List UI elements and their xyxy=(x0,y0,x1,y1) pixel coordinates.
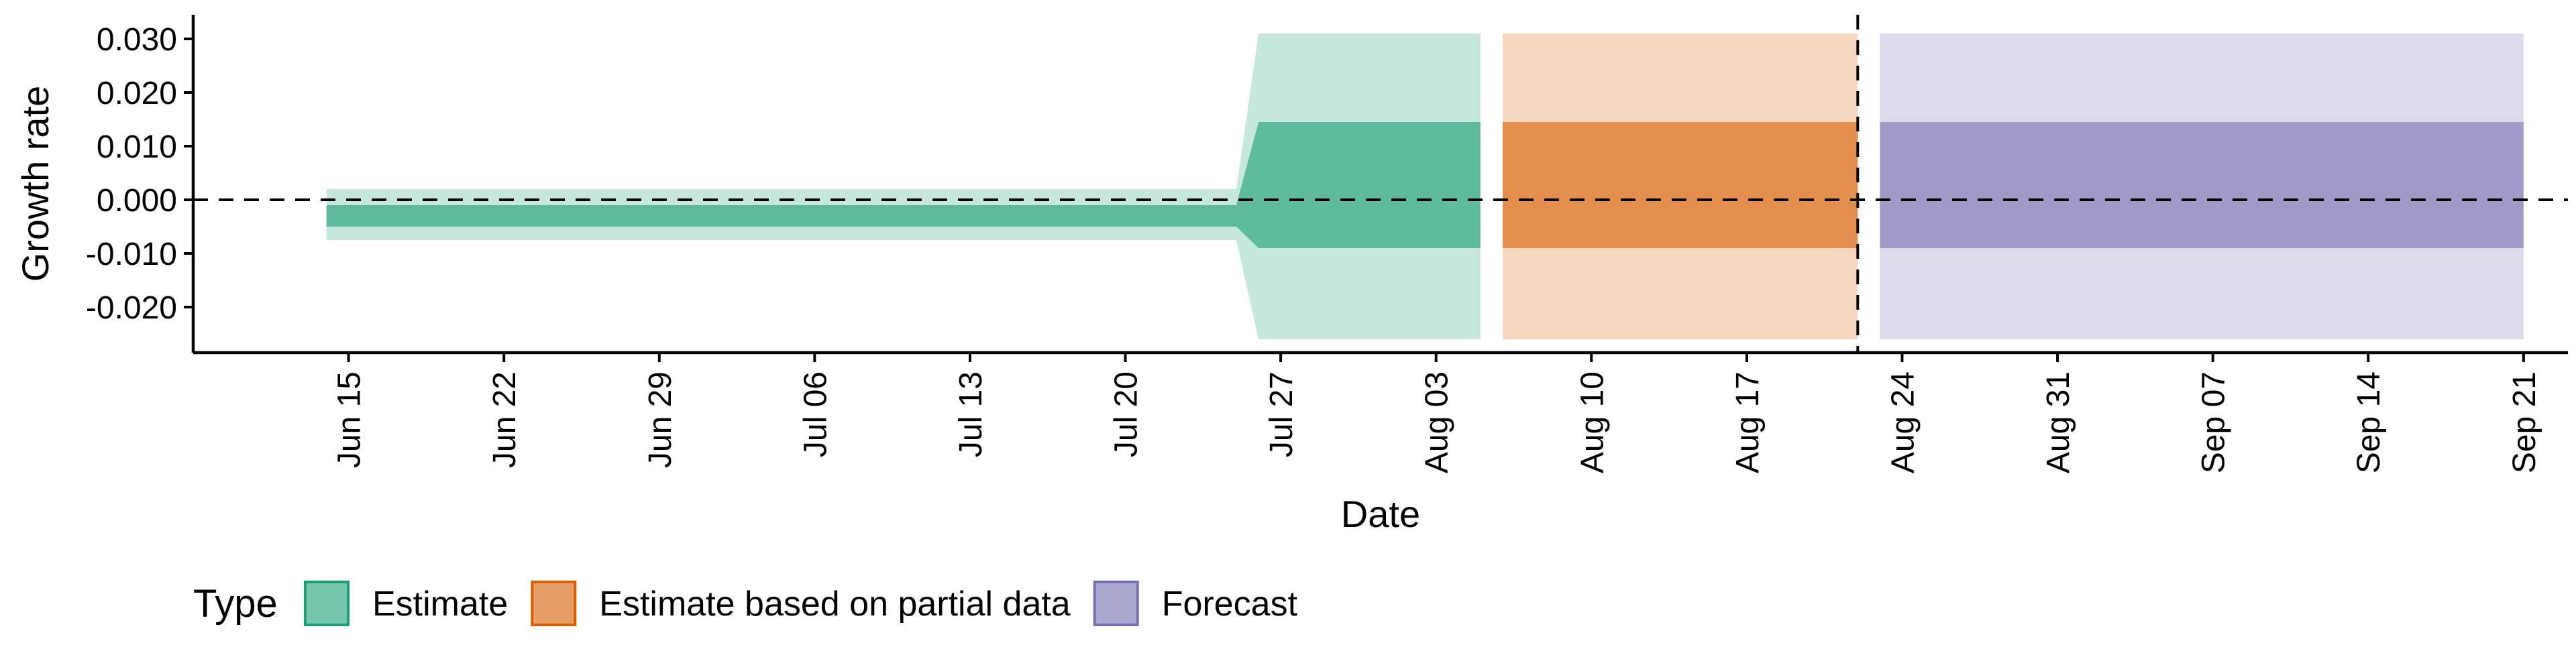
x-tick-label: Jul 27 xyxy=(1264,371,1299,457)
axes-layer xyxy=(191,15,2568,355)
x-tick-label: Jul 06 xyxy=(798,371,833,457)
band-inner-2 xyxy=(1880,122,2524,248)
y-ticks-layer: -0.020 -0.010 0.000 0.010 0.020 0.030 xyxy=(86,22,193,326)
y-axis-label: Growth rate xyxy=(14,86,56,282)
x-tick-label: Jun 22 xyxy=(487,371,523,468)
y-tick-label: 0.000 xyxy=(97,183,177,219)
x-ticks-layer: Jun 15 Jun 22 Jun 29 Jul 06 Jul 13 Jul 20 Jul … xyxy=(332,353,2542,473)
x-tick-label: Aug 31 xyxy=(2041,371,2076,473)
bands-layer xyxy=(326,34,2524,339)
legend-label: Forecast xyxy=(1162,585,1298,624)
legend-label: Estimate xyxy=(372,585,508,624)
legend-label: Estimate based on partial data xyxy=(599,585,1071,624)
x-tick-label: Jul 13 xyxy=(953,371,989,457)
legend: Type Estimate Estimate based on partial d… xyxy=(193,581,1298,626)
x-tick-label: Aug 17 xyxy=(1730,371,1766,473)
x-tick-label: Sep 21 xyxy=(2507,371,2542,473)
band-inner-0 xyxy=(326,122,1481,248)
x-tick-label: Aug 24 xyxy=(1885,371,1921,473)
y-tick-label: -0.020 xyxy=(86,290,177,326)
legend-swatch xyxy=(1093,581,1139,626)
x-tick-label: Sep 14 xyxy=(2351,371,2387,473)
legend-swatch xyxy=(531,581,577,626)
legend-swatch xyxy=(304,581,350,626)
reference-lines-layer xyxy=(193,15,2568,353)
x-tick-label: Jun 15 xyxy=(332,371,368,468)
x-tick-label: Aug 03 xyxy=(1419,371,1455,473)
x-tick-label: Jun 29 xyxy=(643,371,678,468)
y-tick-label: 0.020 xyxy=(97,76,177,111)
x-tick-label: Aug 10 xyxy=(1574,371,1610,473)
y-tick-label: -0.010 xyxy=(86,237,177,272)
band-inner-1 xyxy=(1502,122,1858,248)
x-tick-label: Jul 20 xyxy=(1109,371,1144,457)
x-tick-label: Sep 07 xyxy=(2196,371,2232,473)
x-axis-label: Date xyxy=(1341,493,1420,535)
legend-title: Type xyxy=(193,582,278,626)
y-tick-label: 0.010 xyxy=(97,129,177,165)
y-tick-label: 0.030 xyxy=(97,22,177,58)
